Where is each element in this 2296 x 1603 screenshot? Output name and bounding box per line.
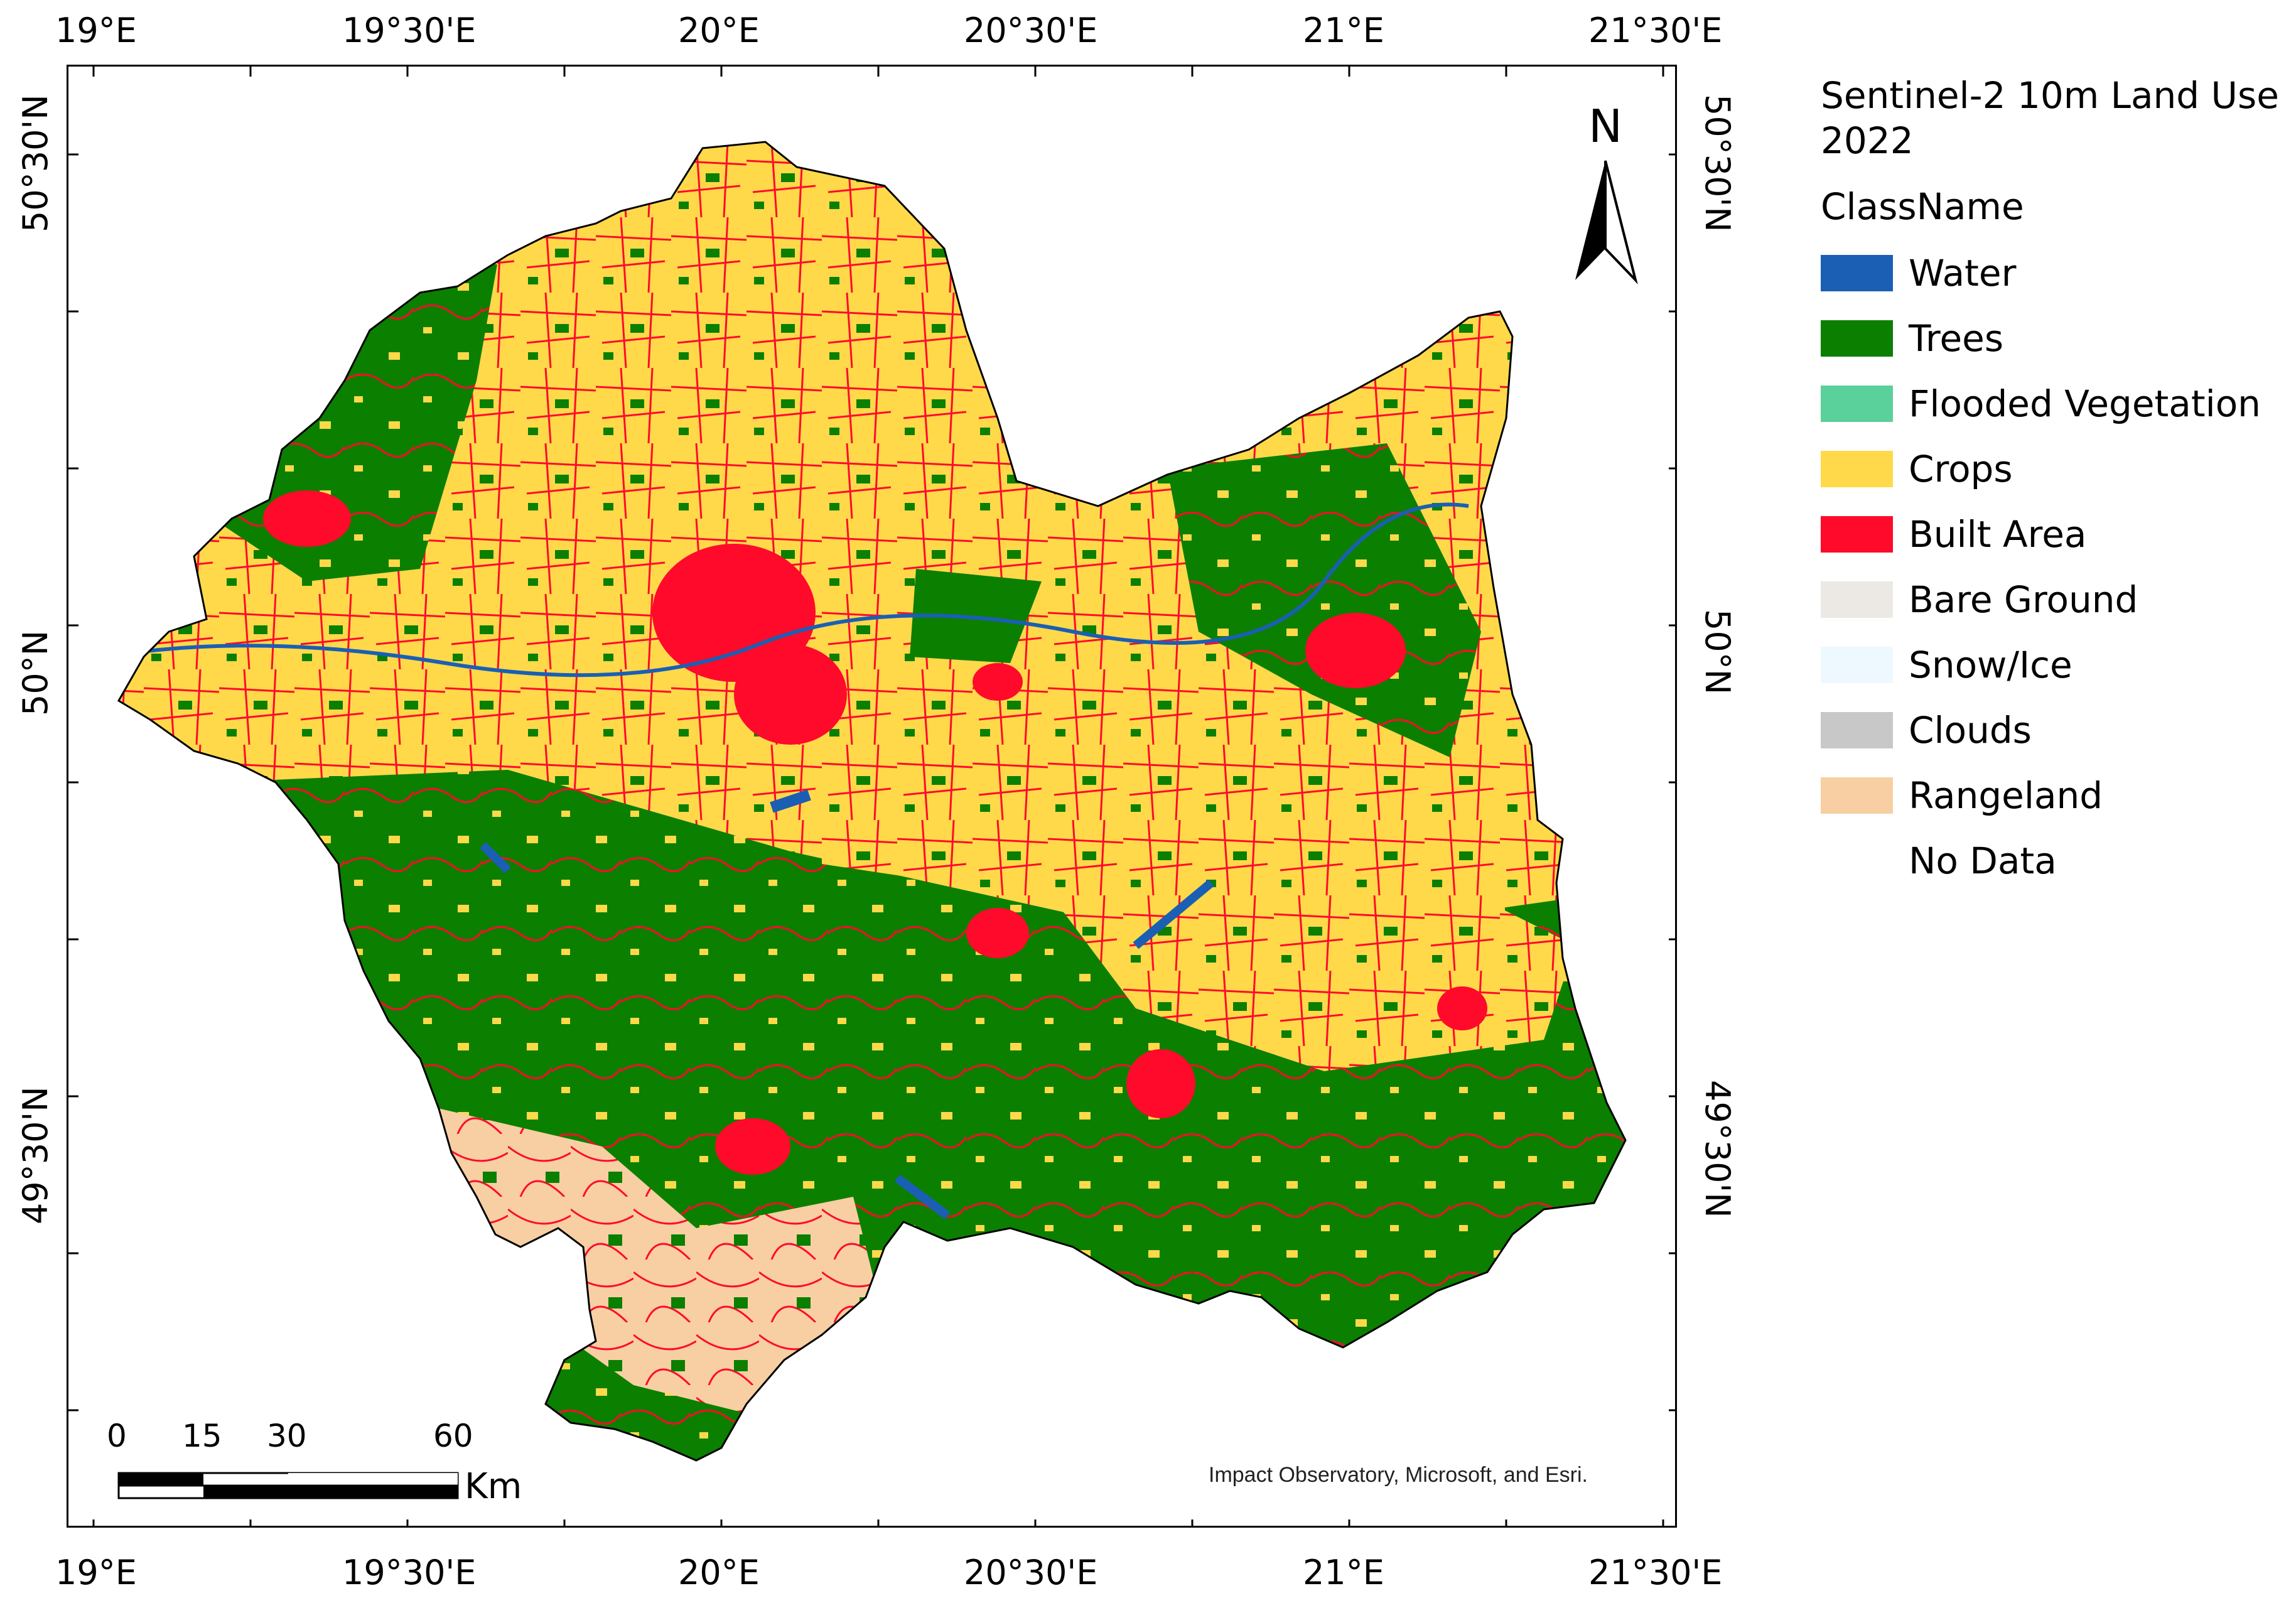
legend-label-rangeland: Rangeland (1909, 774, 2103, 817)
lat-label-right-50n: 50°N (1698, 609, 1737, 695)
lon-label-bottom-19-30e: 19°30'E (342, 1553, 477, 1592)
scale-tick-60: 60 (433, 1418, 473, 1454)
legend-item-bare-ground: Bare Ground (1821, 578, 2138, 622)
lat-label-left-49-30n: 49°30'N (16, 1086, 55, 1224)
legend-subtitle: ClassName (1821, 185, 2024, 228)
lat-label-left-50n: 50°N (16, 630, 55, 716)
legend-label-bare-ground: Bare Ground (1909, 578, 2138, 621)
north-arrow: N (1575, 100, 1638, 284)
legend-label-no-data: No Data (1909, 839, 2057, 882)
credit-text: Impact Observatory, Microsoft, and Esri. (1209, 1463, 1588, 1487)
scale-unit: Km (465, 1466, 522, 1507)
legend-item-crops: Crops (1821, 447, 2013, 491)
scale-tick-30: 30 (267, 1418, 307, 1454)
legend-item-built-area: Built Area (1821, 512, 2086, 556)
scale-tick-15: 15 (182, 1418, 222, 1454)
lon-label-top-20-30e: 20°30'E (964, 11, 1098, 50)
scale-bar (117, 1472, 459, 1499)
legend-label-crops: Crops (1909, 448, 2013, 490)
legend-item-flooded-vegetation: Flooded Vegetation (1821, 382, 2261, 426)
legend-swatch-crops (1821, 451, 1893, 487)
lon-label-bottom-21-30e: 21°30'E (1588, 1553, 1723, 1592)
legend-swatch-snow-ice (1821, 647, 1893, 683)
lon-label-top-19-30e: 19°30'E (342, 11, 477, 50)
map-frame[interactable]: N (67, 65, 1677, 1528)
north-arrow-label: N (1588, 100, 1622, 153)
legend-swatch-trees (1821, 320, 1893, 357)
legend-swatch-built-area (1821, 516, 1893, 553)
legend-item-no-data: No Data (1821, 839, 2057, 883)
lon-label-bottom-20-30e: 20°30'E (964, 1553, 1098, 1592)
land-use-map[interactable]: N (68, 67, 1677, 1528)
legend-swatch-no-data (1821, 843, 1893, 879)
legend-label-water: Water (1909, 252, 2017, 294)
legend-swatch-water (1821, 255, 1893, 291)
legend-item-water: Water (1821, 251, 2016, 295)
legend-item-rangeland: Rangeland (1821, 774, 2103, 818)
legend-item-trees: Trees (1821, 316, 2003, 360)
lon-label-bottom-19e: 19°E (55, 1553, 137, 1592)
legend-title-line1: Sentinel-2 10m Land Use (1821, 74, 2279, 117)
legend-item-clouds: Clouds (1821, 708, 2032, 752)
lon-label-bottom-21e: 21°E (1303, 1553, 1384, 1592)
lon-label-top-21-30e: 21°30'E (1588, 11, 1723, 50)
legend-swatch-rangeland (1821, 777, 1893, 814)
lon-label-top-21e: 21°E (1303, 11, 1384, 50)
legend-label-flooded-vegetation: Flooded Vegetation (1909, 382, 2261, 425)
legend-title-line2: 2022 (1821, 119, 1914, 162)
lon-label-top-19e: 19°E (55, 11, 137, 50)
lat-label-right-49-30n: 49°30'N (1698, 1080, 1737, 1218)
lon-label-top-20e: 20°E (678, 11, 760, 50)
legend-label-built-area: Built Area (1909, 513, 2087, 556)
scale-tick-0: 0 (107, 1418, 127, 1454)
lon-label-bottom-20e: 20°E (678, 1553, 760, 1592)
lat-label-left-50-30n: 50°30'N (16, 94, 55, 232)
legend-label-snow-ice: Snow/Ice (1909, 644, 2072, 686)
land-cover-raster (119, 142, 1625, 1460)
lat-label-right-50-30n: 50°30'N (1698, 94, 1737, 232)
legend-label-clouds: Clouds (1909, 709, 2032, 752)
legend-swatch-bare-ground (1821, 581, 1893, 618)
legend-swatch-flooded-vegetation (1821, 386, 1893, 422)
legend-item-snow-ice: Snow/Ice (1821, 643, 2072, 687)
legend-swatch-clouds (1821, 712, 1893, 748)
frame-ticks (68, 67, 1675, 1526)
legend-label-trees: Trees (1909, 317, 2004, 360)
